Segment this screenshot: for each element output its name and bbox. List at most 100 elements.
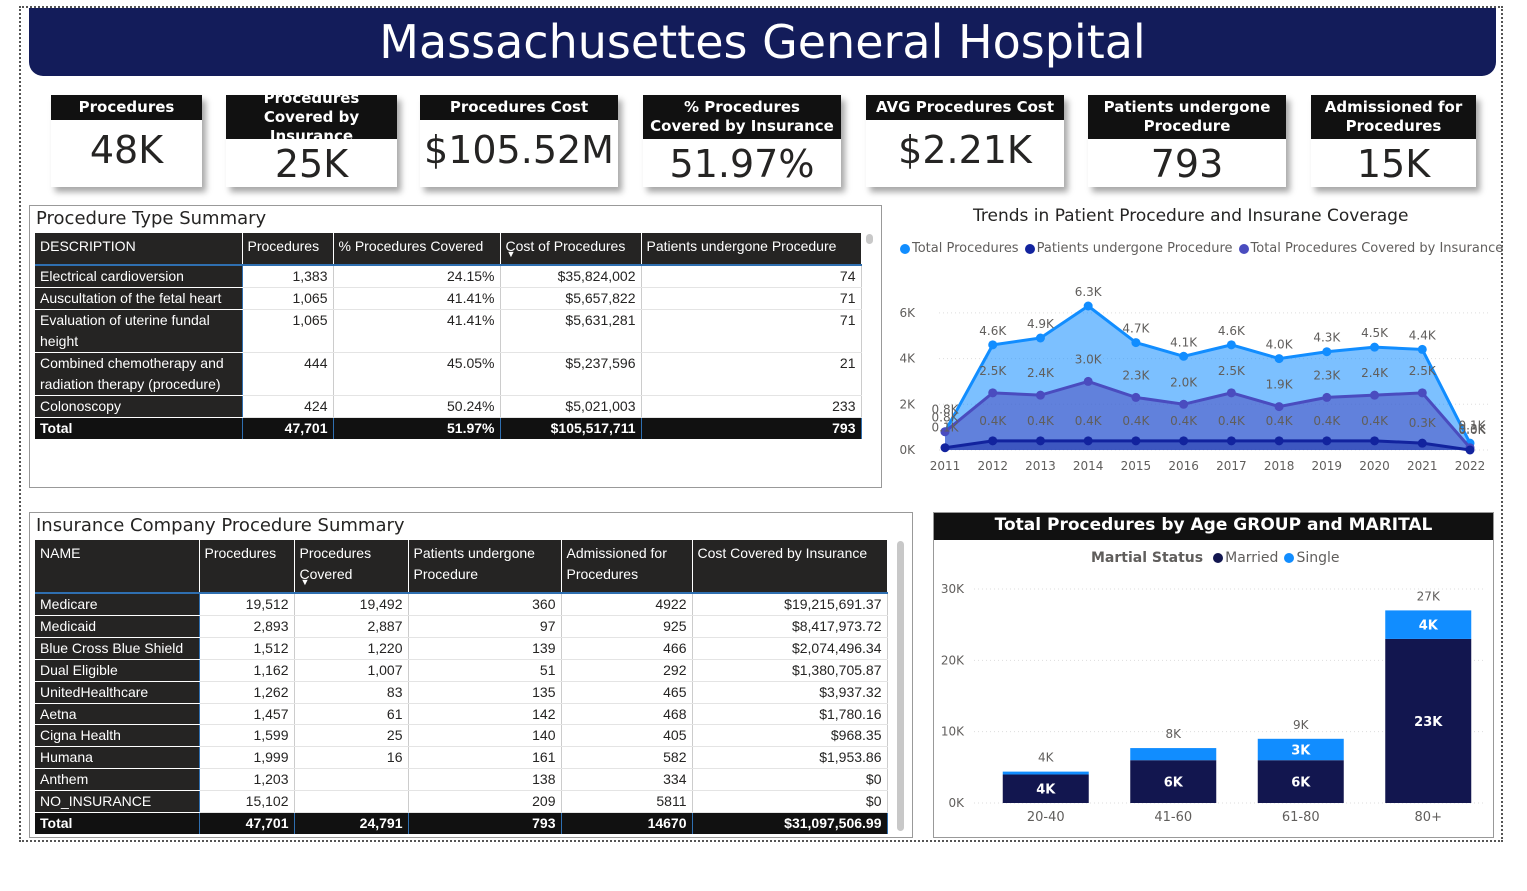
kpi-card-patients[interactable]: Patients undergone Procedure 793 xyxy=(1088,95,1286,187)
data-label: 0.1K xyxy=(932,421,960,435)
legend-item[interactable]: Patients undergone Procedure xyxy=(1024,241,1233,256)
age-marital-panel: Total Procedures by Age GROUP and MARITA… xyxy=(933,512,1494,838)
data-label: 4.4K xyxy=(1409,328,1437,342)
row-description: Combined chemotherapy and radiation ther… xyxy=(35,352,243,396)
table-row[interactable]: Electrical cardioversion 1,383 24.15% $3… xyxy=(35,265,862,288)
age-marital-title: Total Procedures by Age GROUP and MARITA… xyxy=(934,513,1493,540)
data-label: 4K xyxy=(1036,783,1056,798)
legend-item[interactable]: Married xyxy=(1213,550,1278,566)
column-header[interactable]: Patients undergone Procedure xyxy=(641,233,862,266)
table-row[interactable]: Cigna Health 1,599 25 140 405 $968.35 xyxy=(35,724,888,748)
total-covered: 24,791 xyxy=(294,812,409,835)
column-header[interactable]: DESCRIPTION xyxy=(35,233,243,266)
kpi-card-cost[interactable]: Procedures Cost $105.52M xyxy=(420,95,618,187)
cell-covered: 1,007 xyxy=(294,659,409,682)
cell-patients: 21 xyxy=(641,352,862,396)
cell-cost-covered: $19,215,691.37 xyxy=(692,593,888,616)
cell-name: Cigna Health xyxy=(35,724,200,748)
data-point xyxy=(1274,402,1284,412)
legend-label: Total Procedures Covered by Insurance xyxy=(1250,241,1504,256)
table-row[interactable]: Blue Cross Blue Shield 1,512 1,220 139 466 $2… xyxy=(35,637,888,660)
total-label: 27K xyxy=(1417,589,1441,603)
legend-item[interactable]: Total Procedures xyxy=(900,241,1019,256)
total-pct-covered: 51.97% xyxy=(333,417,501,439)
cell-cost-covered: $0 xyxy=(692,790,888,814)
cell-admissioned: 582 xyxy=(561,746,693,770)
kpi-card-pct-covered[interactable]: % Procedures Covered by Insurance 51.97% xyxy=(643,95,841,187)
table-row[interactable]: NO_INSURANCE 15,102 209 5811 $0 xyxy=(35,790,888,814)
procedure-summary-title: Procedure Type Summary xyxy=(36,208,267,229)
series-line xyxy=(944,439,1471,452)
table-row[interactable]: Aetna 1,457 61 142 468 $1,780.16 xyxy=(35,703,888,726)
data-label: 0.1K xyxy=(1459,419,1487,433)
kpi-card-covered[interactable]: Procedures Covered by Insurance 25K xyxy=(226,89,397,187)
cell-name: Dual Eligible xyxy=(35,659,200,682)
column-header[interactable]: Cost Covered by Insurance xyxy=(692,540,888,594)
data-label: 4.6K xyxy=(1218,324,1246,338)
table-row[interactable]: Combined chemotherapy and radiation ther… xyxy=(35,352,862,396)
data-label: 6K xyxy=(1291,776,1311,791)
cell-procedures: 1,457 xyxy=(199,703,295,726)
sort-descending-icon[interactable]: ▼ xyxy=(300,577,310,587)
data-label: 2.5K xyxy=(979,364,1007,378)
table-row[interactable]: Dual Eligible 1,162 1,007 51 292 $1,380,705.8… xyxy=(35,659,888,682)
cell-procedures: 444 xyxy=(242,352,334,396)
table-row[interactable]: Auscultation of the fetal heart 1,065 41… xyxy=(35,287,862,310)
data-label: 0.0K xyxy=(1459,423,1487,437)
vertical-scrollbar[interactable] xyxy=(866,234,873,244)
cell-cost-covered: $1,953.86 xyxy=(692,746,888,770)
data-point xyxy=(1465,445,1475,455)
series-line xyxy=(943,304,1472,444)
column-header[interactable]: Admissioned for Procedures xyxy=(561,540,693,594)
cell-covered xyxy=(294,768,409,792)
cell-procedures: 1,203 xyxy=(199,768,295,792)
data-label: 4.3K xyxy=(1313,331,1341,345)
cell-covered: 25 xyxy=(294,724,409,748)
table-row[interactable]: Medicare 19,512 19,492 360 4922 $19,215,691.3… xyxy=(35,593,888,616)
y-tick-label: 0K xyxy=(899,443,916,457)
cell-name: Medicare xyxy=(35,593,200,616)
cell-procedures: 2,893 xyxy=(199,615,295,638)
legend-dot-icon xyxy=(1238,243,1249,254)
cell-patients: 142 xyxy=(408,703,562,726)
data-label: 0.8K xyxy=(932,411,960,425)
kpi-card-admissioned[interactable]: Admissioned for Procedures 15K xyxy=(1311,95,1476,187)
cell-patients: 161 xyxy=(408,746,562,770)
column-header-sorted[interactable]: Cost of Procedures ▼ xyxy=(500,233,642,266)
sort-descending-icon[interactable]: ▼ xyxy=(506,249,516,259)
column-header-sorted[interactable]: Procedures Covered ▼ xyxy=(294,540,409,594)
column-header[interactable]: Procedures xyxy=(199,540,295,594)
table-row[interactable]: Humana 1,999 16 161 582 $1,953.86 xyxy=(35,746,888,770)
cell-cost: $5,657,822 xyxy=(500,287,642,310)
legend-item[interactable]: Total Procedures Covered by Insurance xyxy=(1238,241,1504,256)
data-label: 4.7K xyxy=(1122,322,1150,336)
bar-segment xyxy=(1002,771,1089,775)
page-title: Massachusettes General Hospital xyxy=(29,8,1496,76)
x-tick-label: 2020 xyxy=(1359,459,1390,473)
table-row[interactable]: Anthem 1,203 138 334 $0 xyxy=(35,768,888,792)
data-label: 4K xyxy=(1419,619,1439,634)
cell-procedures: 1,999 xyxy=(199,746,295,770)
cell-name: Anthem xyxy=(35,768,200,792)
cell-cost: $35,824,002 xyxy=(500,265,642,288)
data-point xyxy=(1179,436,1189,446)
data-point xyxy=(988,388,998,398)
table-row[interactable]: Colonoscopy 424 50.24% $5,021,003 233 xyxy=(35,395,862,418)
cell-admissioned: 468 xyxy=(561,703,693,726)
column-header[interactable]: Procedures xyxy=(242,233,334,266)
column-header[interactable]: NAME xyxy=(35,540,200,594)
column-header[interactable]: % Procedures Covered xyxy=(333,233,501,266)
vertical-scrollbar[interactable] xyxy=(897,541,904,831)
column-header[interactable]: Patients undergone Procedure xyxy=(408,540,562,594)
kpi-card-procedures[interactable]: Procedures 48K xyxy=(51,95,202,187)
data-point xyxy=(988,340,998,350)
table-row[interactable]: Evaluation of uterine fundal height 1,06… xyxy=(35,309,862,353)
cell-name: Blue Cross Blue Shield xyxy=(35,637,200,660)
kpi-card-avg-cost[interactable]: AVG Procedures Cost $2.21K xyxy=(866,95,1064,187)
table-row[interactable]: UnitedHealthcare 1,262 83 135 465 $3,937.32 xyxy=(35,681,888,704)
y-tick-label: 4K xyxy=(899,352,916,366)
legend-item[interactable]: Single xyxy=(1284,550,1339,566)
kpi-label: Procedures Covered by Insurance xyxy=(226,89,397,145)
table-row[interactable]: Medicaid 2,893 2,887 97 925 $8,417,973.72 xyxy=(35,615,888,638)
legend-label: Patients undergone Procedure xyxy=(1036,241,1233,256)
